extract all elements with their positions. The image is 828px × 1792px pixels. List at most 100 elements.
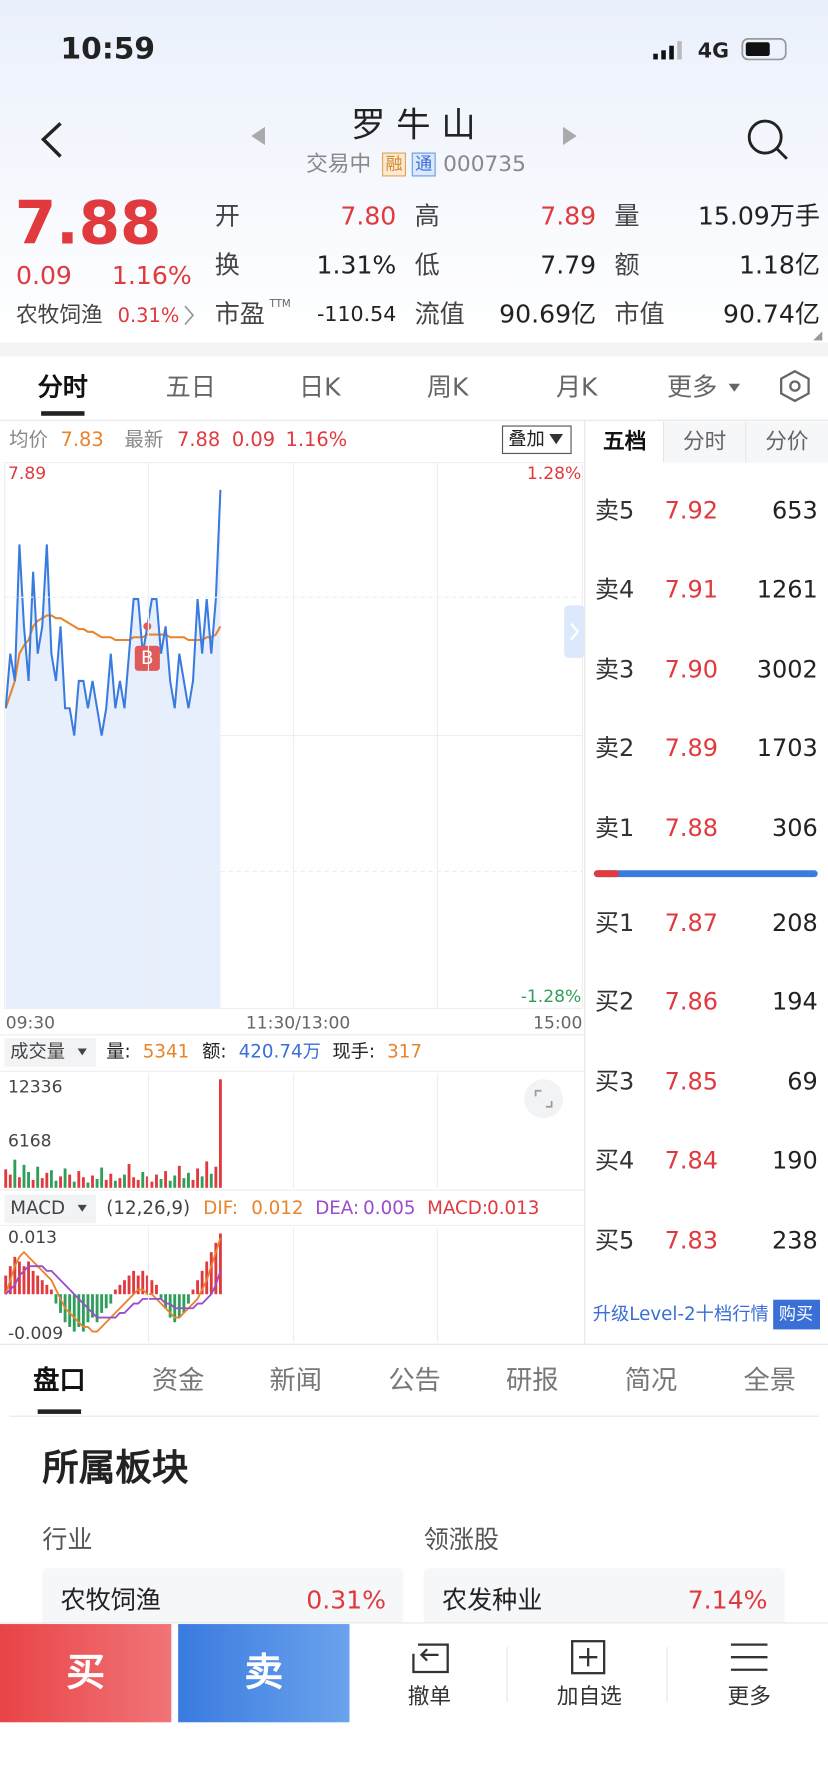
book-tab[interactable]: 五档 [603, 430, 646, 455]
volume-bar [54, 1180, 58, 1188]
industry-card[interactable] [42, 1568, 404, 1626]
macd-bar [91, 1294, 94, 1318]
macd-bar [123, 1280, 126, 1295]
volume-bar [77, 1171, 81, 1188]
latest-value: 7.88 [177, 428, 220, 451]
volume-bar [40, 1178, 44, 1188]
action-label[interactable]: 更多 [728, 1685, 771, 1710]
book-volume: 306 [772, 814, 818, 842]
stat-label: 换 [215, 251, 240, 280]
upgrade-link[interactable]: 升级Level-2十档行情 [593, 1304, 769, 1325]
sell-button[interactable] [178, 1624, 350, 1723]
side-handle[interactable] [564, 605, 585, 658]
book-volume: 1261 [757, 575, 818, 603]
volume-bar [17, 1177, 21, 1188]
stat-label: 量 [614, 201, 639, 230]
book-tab[interactable]: 分价 [765, 430, 809, 455]
avg-value: 7.83 [61, 428, 104, 451]
detail-tab[interactable]: 新闻 [270, 1366, 322, 1396]
macd-bar [168, 1294, 172, 1318]
signal [653, 41, 682, 60]
macd-bar [155, 1284, 158, 1295]
volume-bar [59, 1176, 62, 1188]
volume-bar [218, 1079, 222, 1188]
chart-tab[interactable]: 周K [427, 373, 469, 402]
stat-value: 90.69亿 [499, 300, 596, 329]
stat-value: 1.31% [317, 251, 397, 280]
detail-tab[interactable]: 全景 [744, 1366, 797, 1396]
price-line [4, 489, 222, 736]
macd-bar [59, 1294, 62, 1313]
book-price: 7.91 [665, 575, 718, 603]
macd-bar [17, 1261, 21, 1295]
volume-bar [22, 1164, 26, 1188]
trade-marker [134, 645, 160, 671]
latest-change: 0.09 [232, 428, 275, 451]
detail-tab[interactable]: 研报 [506, 1366, 559, 1396]
chart-tab[interactable]: 五日 [166, 373, 216, 402]
book-tab[interactable]: 分时 [683, 430, 726, 455]
action-label[interactable]: 撤单 [408, 1685, 451, 1710]
volume-bar [4, 1169, 8, 1188]
volume-selector-label: 成交量 [10, 1041, 65, 1062]
detail-tab[interactable]: 盘口 [33, 1365, 86, 1396]
overlay-arrow [549, 434, 564, 445]
prev-stock[interactable] [251, 126, 265, 146]
book-level: 买3 [595, 1068, 634, 1096]
next-stock[interactable] [563, 126, 577, 146]
latest-pct: 1.16% [286, 428, 348, 451]
book-level: 买1 [595, 909, 634, 937]
clock: 10:59 [61, 32, 156, 67]
macd-bar [182, 1294, 186, 1313]
section-title: 所属板块 [42, 1446, 189, 1489]
macd-bar [187, 1294, 190, 1304]
chart-tab[interactable]: 月K [556, 373, 598, 402]
sell-label: 卖 [244, 1651, 283, 1696]
volume-bar [150, 1181, 154, 1188]
detail-tab[interactable]: 资金 [152, 1366, 205, 1396]
book-level: 买4 [595, 1146, 634, 1174]
detail-tab[interactable]: 简况 [625, 1366, 677, 1396]
search-button[interactable] [747, 119, 783, 155]
volume-bar [100, 1167, 104, 1188]
volume-bar [68, 1174, 72, 1188]
macd-bar [132, 1270, 136, 1295]
volume-bar [36, 1166, 40, 1188]
volume-bar [63, 1168, 67, 1188]
expand-button[interactable] [524, 1079, 564, 1119]
macd-bar [4, 1275, 8, 1295]
book-price: 7.85 [665, 1068, 718, 1096]
leader-name: 农发种业 [442, 1586, 542, 1615]
stat-value: 7.89 [540, 201, 596, 230]
stat-value: 7.80 [340, 201, 396, 230]
buy-level2-label: 购买 [779, 1305, 813, 1325]
leader-pct: 7.14% [688, 1586, 768, 1615]
back-button[interactable] [40, 122, 62, 158]
macd-stat-value: 0.013 [487, 1198, 539, 1219]
action-label[interactable]: 加自选 [557, 1685, 622, 1710]
chart-tab[interactable]: 更多 [667, 373, 717, 402]
macd-bar [113, 1289, 117, 1295]
volume-bar [168, 1180, 172, 1188]
buy-level2-button[interactable] [773, 1299, 821, 1330]
book-tab-active [585, 421, 664, 463]
detail-tab[interactable]: 公告 [388, 1366, 441, 1396]
volume-bar [136, 1179, 140, 1188]
buy-button[interactable] [0, 1624, 172, 1723]
leader-card[interactable] [423, 1568, 785, 1626]
overlay-button[interactable] [501, 425, 572, 455]
action-icons [412, 1640, 768, 1675]
industry-name: 农牧饲渔 [61, 1586, 161, 1615]
stat-value: 1.18亿 [739, 251, 820, 280]
volume-bar [109, 1173, 113, 1188]
x-tick-label: 09:30 [6, 1013, 55, 1033]
pct-label: 1.28% [527, 464, 581, 484]
chart-tab[interactable]: 日K [299, 373, 341, 402]
sector-name: 农牧饲渔 [16, 303, 103, 328]
chart-tab[interactable]: 分时 [38, 373, 88, 402]
settings-button[interactable] [780, 369, 810, 403]
volume-bar [27, 1171, 30, 1188]
y-tick-label: 0.013 [8, 1228, 57, 1248]
volume-bar [173, 1175, 177, 1188]
